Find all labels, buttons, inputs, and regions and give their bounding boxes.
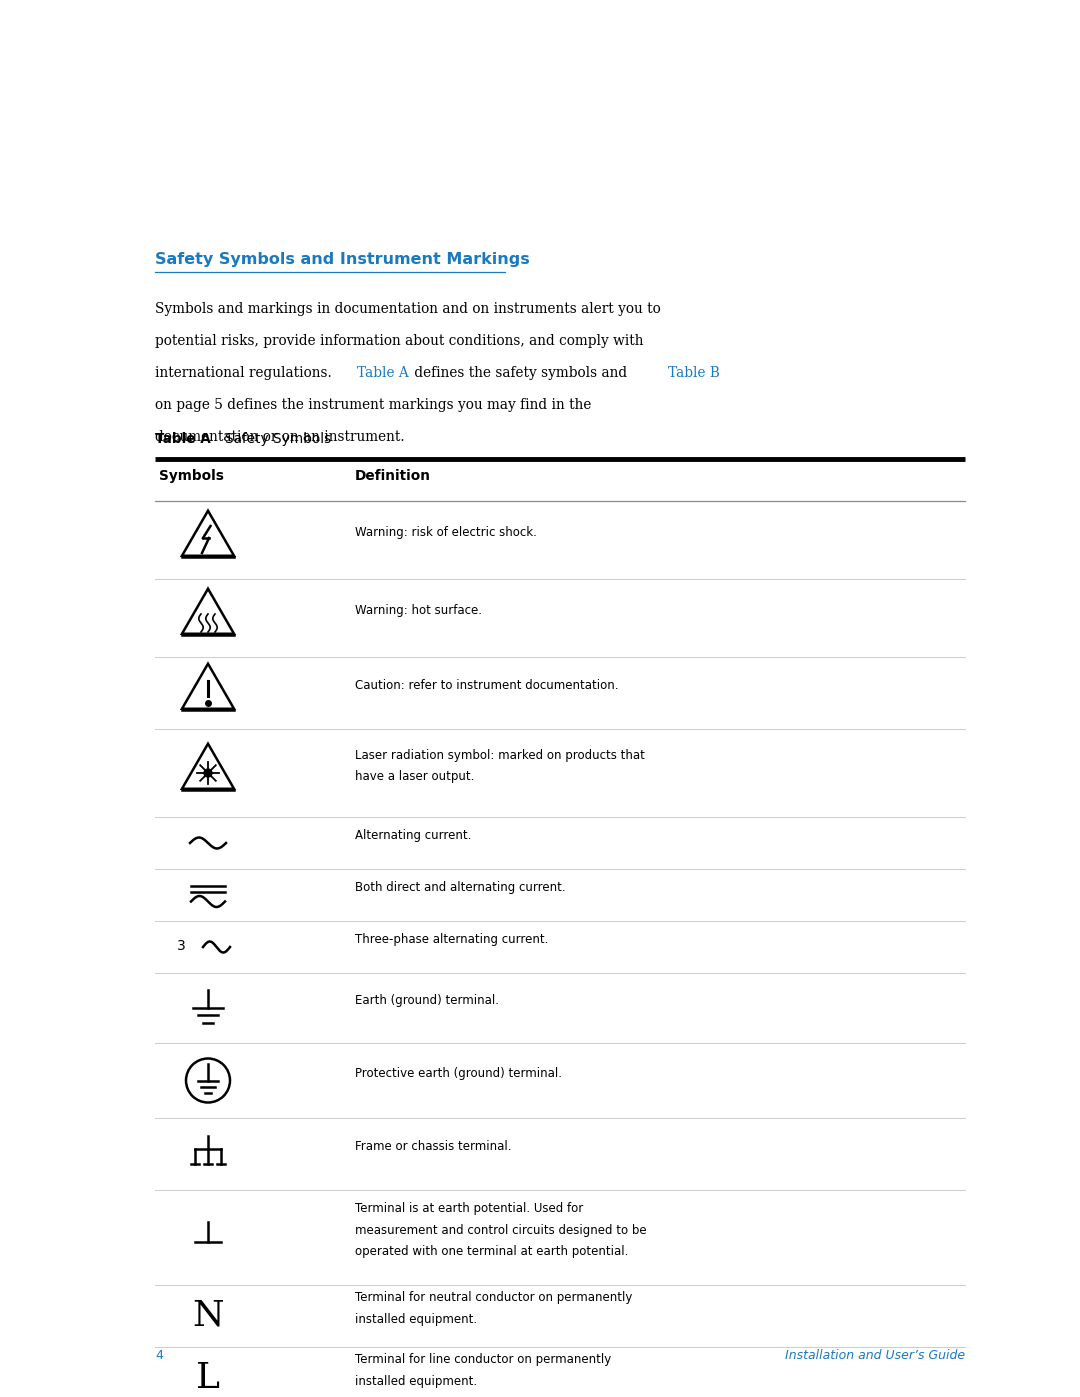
Text: measurement and control circuits designed to be: measurement and control circuits designe… [355, 1224, 647, 1236]
Text: Safety Symbols: Safety Symbols [225, 432, 332, 446]
Text: Table A: Table A [357, 366, 408, 380]
Text: 4: 4 [156, 1350, 163, 1362]
Text: Definition: Definition [355, 469, 431, 483]
Text: Table B: Table B [669, 366, 720, 380]
Text: documentation or on an instrument.: documentation or on an instrument. [156, 430, 405, 444]
Text: Both direct and alternating current.: Both direct and alternating current. [355, 882, 566, 894]
Text: 3: 3 [177, 940, 186, 954]
Text: Symbols and markings in documentation and on instruments alert you to: Symbols and markings in documentation an… [156, 302, 661, 316]
Text: Caution: refer to instrument documentation.: Caution: refer to instrument documentati… [355, 679, 619, 693]
Text: Alternating current.: Alternating current. [355, 830, 471, 842]
Text: Terminal for neutral conductor on permanently: Terminal for neutral conductor on perman… [355, 1291, 633, 1305]
Text: have a laser output.: have a laser output. [355, 770, 474, 782]
Text: N: N [192, 1299, 224, 1333]
Text: Frame or chassis terminal.: Frame or chassis terminal. [355, 1140, 512, 1154]
Circle shape [204, 768, 212, 777]
Text: Terminal is at earth potential. Used for: Terminal is at earth potential. Used for [355, 1203, 583, 1215]
Text: Terminal for line conductor on permanently: Terminal for line conductor on permanent… [355, 1354, 611, 1366]
Text: Symbols: Symbols [159, 469, 224, 483]
Text: Warning: hot surface.: Warning: hot surface. [355, 605, 482, 617]
Text: Three-phase alternating current.: Three-phase alternating current. [355, 933, 549, 946]
Text: Safety Symbols and Instrument Markings: Safety Symbols and Instrument Markings [156, 251, 530, 267]
Text: on page 5 defines the instrument markings you may find in the: on page 5 defines the instrument marking… [156, 398, 592, 412]
Text: Warning: risk of electric shock.: Warning: risk of electric shock. [355, 527, 537, 539]
Text: international regulations.: international regulations. [156, 366, 336, 380]
Text: Earth (ground) terminal.: Earth (ground) terminal. [355, 995, 499, 1007]
Text: operated with one terminal at earth potential.: operated with one terminal at earth pote… [355, 1245, 629, 1259]
Text: potential risks, provide information about conditions, and comply with: potential risks, provide information abo… [156, 334, 644, 348]
Text: installed equipment.: installed equipment. [355, 1375, 477, 1389]
Text: defines the safety symbols and: defines the safety symbols and [410, 366, 632, 380]
Text: Installation and User’s Guide: Installation and User’s Guide [785, 1350, 966, 1362]
Text: Laser radiation symbol: marked on products that: Laser radiation symbol: marked on produc… [355, 749, 645, 761]
Text: installed equipment.: installed equipment. [355, 1313, 477, 1326]
Text: L: L [195, 1361, 220, 1396]
Text: Table A: Table A [156, 432, 211, 446]
Text: Protective earth (ground) terminal.: Protective earth (ground) terminal. [355, 1067, 562, 1080]
